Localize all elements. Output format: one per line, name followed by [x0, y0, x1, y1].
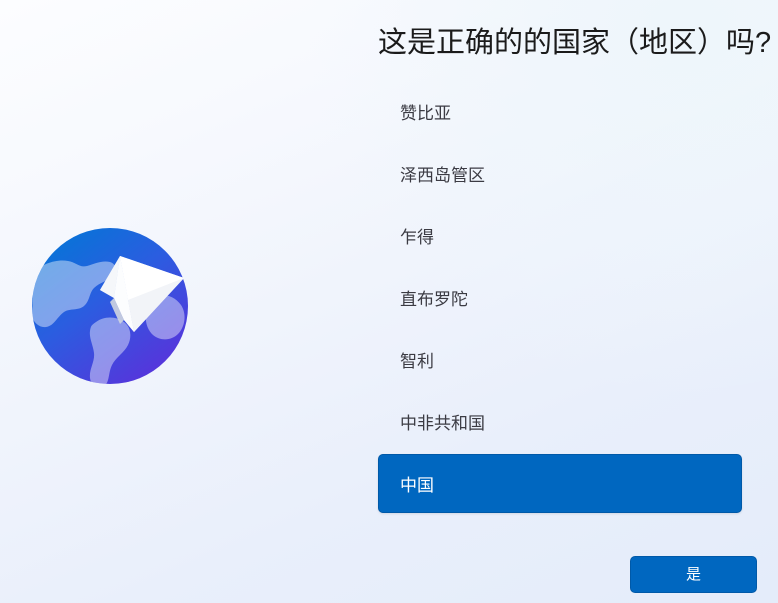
region-list-item-selected[interactable]: 中国: [378, 454, 742, 513]
region-list-item-label: 直布罗陀: [400, 290, 468, 309]
region-list[interactable]: 赞比亚 泽西岛管区 乍得 直布罗陀 智利 中非共和国 中国: [378, 82, 742, 516]
region-list-item[interactable]: 赞比亚: [378, 82, 742, 141]
region-list-item-label: 智利: [400, 352, 434, 371]
region-list-item[interactable]: 中非共和国: [378, 392, 742, 451]
paper-plane-icon: [100, 256, 184, 332]
region-list-item[interactable]: 乍得: [378, 206, 742, 265]
region-list-item-label: 泽西岛管区: [400, 166, 485, 185]
region-panel: 这是正确的的国家（地区）吗? 赞比亚 泽西岛管区 乍得 直布罗陀 智利 中非共和…: [378, 0, 778, 603]
globe-icon: [32, 228, 188, 384]
confirm-yes-button[interactable]: 是: [630, 556, 757, 593]
region-list-item-label: 中非共和国: [400, 414, 485, 433]
region-list-item-label: 中国: [400, 476, 434, 495]
globe-with-paper-plane-illustration: [32, 228, 188, 384]
region-list-item[interactable]: 直布罗陀: [378, 268, 742, 327]
region-list-item[interactable]: 泽西岛管区: [378, 144, 742, 203]
region-list-item-label: 赞比亚: [400, 104, 451, 123]
region-list-item-label: 乍得: [400, 228, 434, 247]
page-title: 这是正确的的国家（地区）吗?: [378, 27, 772, 59]
region-list-item[interactable]: 智利: [378, 330, 742, 389]
